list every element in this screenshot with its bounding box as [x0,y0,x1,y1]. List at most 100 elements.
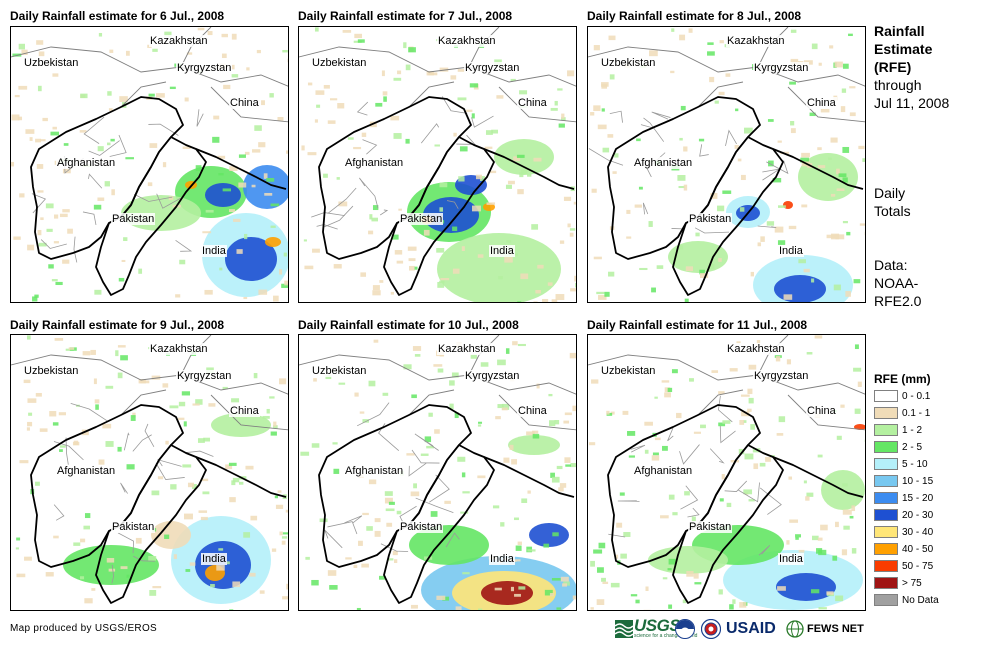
rainfall-speckle [362,512,369,516]
rainfall-speckle [403,42,407,49]
rainfall-speckle [790,121,795,126]
rainfall-speckle [414,266,418,270]
country-label: China [517,97,548,109]
rainfall-speckle [452,226,458,231]
rainfall-speckle [203,437,211,442]
rainfall-speckle [572,405,576,412]
admin-boundary [133,193,173,202]
rainfall-speckle [806,352,813,355]
rainfall-speckle [859,223,865,226]
rainfall-speckle [812,535,819,541]
rainfall-speckle [270,203,280,207]
rainfall-speckle [285,509,288,513]
rainfall-speckle [450,75,457,80]
legend-swatch [874,526,898,538]
rainfall-speckle [271,548,277,552]
rainfall-speckle [591,188,597,193]
rainfall-speckle [152,48,158,52]
rainfall-speckle [564,457,571,463]
country-boundary [11,335,288,431]
rainfall-speckle [818,62,822,66]
rainfall-speckle [359,411,365,414]
rainfall-speckle [274,495,279,499]
rainfall-speckle [285,150,288,154]
usgs-logo: USGS science for a changing world [615,617,697,640]
rainfall-speckle [569,352,576,359]
admin-boundary [111,564,114,584]
data-source-line: NOAA- [874,275,919,291]
rainfall-speckle [521,498,528,503]
admin-boundary [608,533,626,538]
rainfall-speckle [798,549,805,553]
rainfall-speckle [662,445,668,451]
legend-label: > 75 [902,577,922,589]
rainfall-speckle [550,107,558,111]
rainfall-speckle [552,532,559,537]
admin-boundary [359,178,379,209]
rainfall-speckle [375,102,383,107]
admin-boundary [725,129,737,147]
rainfall-speckle [107,142,111,146]
rainfall-speckle [38,51,45,57]
legend-label: 1 - 2 [902,424,923,436]
rainfall-speckle [561,117,566,121]
rainfall-speckle [39,428,48,432]
rainfall-speckle [559,483,567,488]
admin-boundary [175,240,193,252]
rainfall-speckle [53,214,59,219]
rainfall-speckle [817,165,826,169]
panel-title-1: Daily Rainfall estimate for 6 Jul., 2008 [10,9,225,23]
country-label: Uzbekistan [23,365,80,377]
rainfall-speckle [273,421,277,427]
rainfall-speckle [486,202,496,205]
rainfall-speckle [200,478,209,482]
rainfall-speckle [40,217,44,221]
rainfall-area [483,203,495,211]
rainfall-speckle [125,50,130,56]
rainfall-speckle [593,45,600,51]
country-label: Afghanistan [56,157,117,169]
rainfall-speckle [80,93,88,99]
rainfall-speckle [231,398,240,403]
rainfall-speckle [396,510,402,515]
admin-boundary [359,177,366,187]
rainfall-speckle [596,291,605,295]
rainfall-speckle [304,265,314,270]
admin-boundary [53,504,65,521]
rainfall-speckle [388,558,394,561]
rainfall-speckle [475,174,482,180]
rainfall-speckle [679,137,683,141]
rainfall-speckle [460,511,469,514]
rainfall-speckle [102,423,112,429]
legend-item: 1 - 2 [874,424,922,436]
rainfall-speckle [557,88,563,91]
rainfall-speckle [843,525,850,530]
rainfall-speckle [457,69,465,72]
rainfall-speckle [251,184,256,188]
rainfall-speckle [851,505,856,512]
rainfall-speckle [406,453,415,456]
rainfall-speckle [316,104,321,108]
country-label: Kazakhstan [437,35,497,47]
rainfall-speckle [398,208,402,211]
country-label: Uzbekistan [311,57,368,69]
rainfall-speckle [485,130,493,135]
rainfall-speckle [560,576,569,582]
rainfall-speckle [332,442,338,445]
country-label: Afghanistan [344,465,405,477]
rainfall-speckle [644,421,653,426]
rainfall-speckle [94,399,100,404]
legend-swatch [874,543,898,555]
rainfall-speckle [84,513,91,519]
rainfall-speckle [32,296,38,302]
rainfall-speckle [18,85,28,90]
rainfall-speckle [179,259,186,265]
rainfall-speckle [338,201,348,207]
rainfall-speckle [739,419,745,425]
rainfall-speckle [396,260,404,264]
rainfall-speckle [279,269,283,275]
rainfall-speckle [788,476,793,480]
rainfall-speckle [519,172,524,178]
rainfall-speckle [221,33,228,38]
rainfall-speckle [532,430,539,434]
